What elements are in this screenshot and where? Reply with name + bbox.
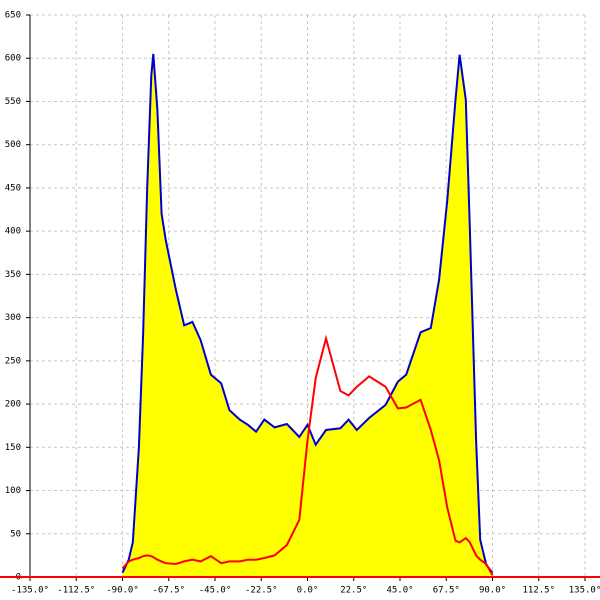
y-tick-label: 300 <box>5 313 21 323</box>
x-tick-label: 22.5° <box>340 586 367 596</box>
y-tick-label: 500 <box>5 140 21 150</box>
y-tick-label: 600 <box>5 54 21 64</box>
x-tick-label: 112.5° <box>522 586 555 596</box>
y-tick-label: 350 <box>5 270 21 280</box>
x-tick-label: 0.0° <box>297 586 319 596</box>
y-tick-label: 550 <box>5 97 21 107</box>
x-tick-label: -45.0° <box>199 586 232 596</box>
x-tick-label: -112.5° <box>57 586 95 596</box>
x-tick-label: 67.5° <box>433 586 460 596</box>
y-tick-label: 50 <box>10 529 21 539</box>
y-tick-label: 100 <box>5 486 21 496</box>
y-tick-label: 400 <box>5 227 21 237</box>
line <box>121 334 494 576</box>
x-tick-label: 135.0° <box>569 586 600 596</box>
x-tick-label: -22.5° <box>245 586 278 596</box>
x-tick-label: -135.0° <box>11 586 49 596</box>
line <box>121 53 494 574</box>
x-tick-label: 90.0° <box>479 586 506 596</box>
y-tick-label: 650 <box>5 11 21 21</box>
x-tick-label: -67.5° <box>152 586 185 596</box>
x-tick-label: -90.0° <box>106 586 139 596</box>
y-tick-label: 150 <box>5 443 21 453</box>
y-tick-label: 450 <box>5 183 21 193</box>
area <box>122 53 493 577</box>
y-tick-label: 200 <box>5 400 21 410</box>
y-tick-label: 250 <box>5 356 21 366</box>
x-tick-label: 45.0° <box>386 586 413 596</box>
